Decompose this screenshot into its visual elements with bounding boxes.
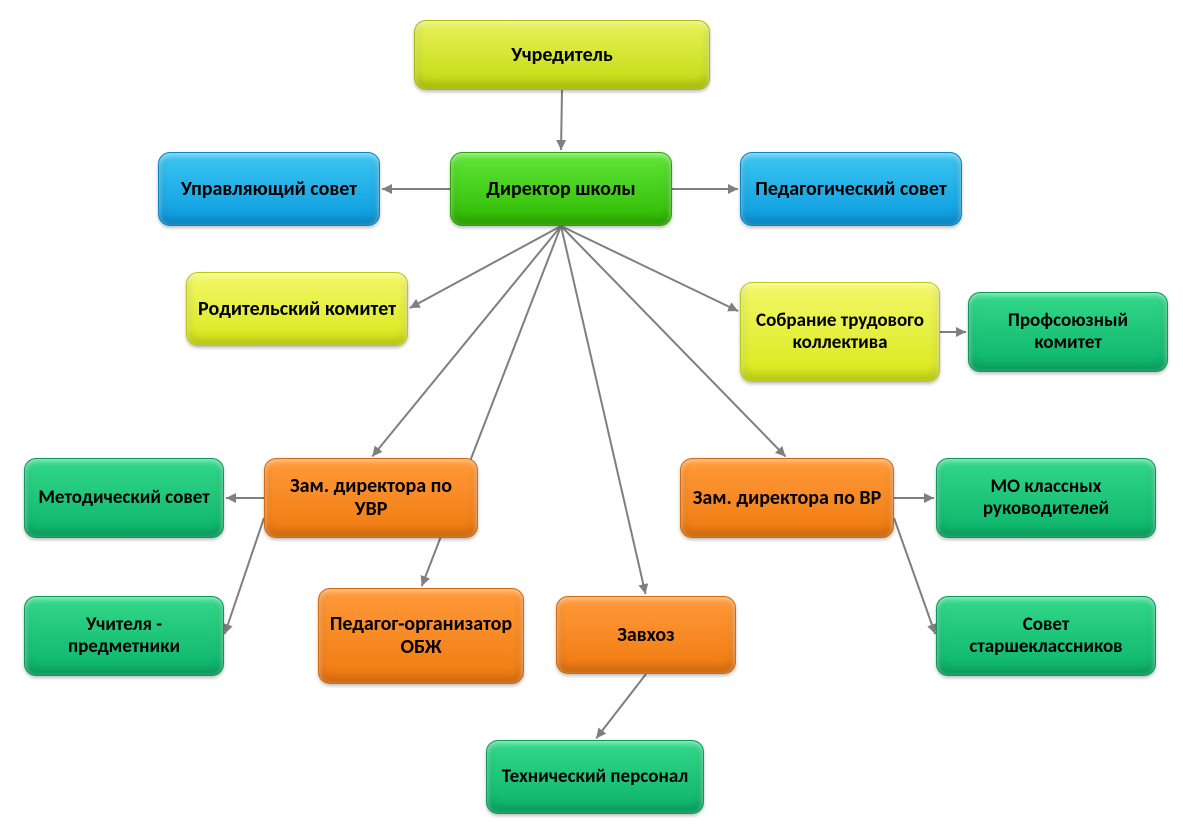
- node-gov_council: Управляющий совет: [158, 152, 380, 226]
- node-method_council: Методический совет: [24, 458, 224, 538]
- node-director: Директор школы: [450, 152, 672, 226]
- node-zam_uvr: Зам. директора по УВР: [264, 458, 478, 538]
- edges-layer: [0, 0, 1183, 836]
- node-zam_vr: Зам. директора по ВР: [680, 458, 894, 538]
- node-labor_assembly: Собрание трудового коллектива: [740, 282, 940, 382]
- node-parent_comm: Родительский комитет: [186, 272, 408, 346]
- edge-founder-to-director: [561, 90, 562, 150]
- edge-director-to-zavhoz: [561, 226, 646, 594]
- node-teachers: Учителя - предметники: [24, 596, 224, 676]
- node-ped_org_obzh: Педагог-организатор ОБЖ: [318, 588, 524, 684]
- edge-director-to-labor_assembly: [561, 226, 738, 311]
- node-ped_council: Педагогический совет: [740, 152, 962, 226]
- node-senior_council: Совет старшеклассников: [936, 596, 1156, 676]
- edge-zam_uvr-to-teachers: [225, 518, 264, 634]
- node-zavhoz: Завхоз: [556, 596, 736, 674]
- node-founder: Учредитель: [414, 20, 710, 90]
- edge-director-to-parent_comm: [410, 226, 561, 308]
- edge-zavhoz-to-tech_staff: [596, 674, 646, 738]
- node-tech_staff: Технический персонал: [486, 740, 704, 814]
- node-mo_klass: МО классных руководителей: [936, 458, 1156, 538]
- edge-zam_vr-to-senior_council: [894, 518, 935, 634]
- node-union_comm: Профсоюзный комитет: [968, 292, 1168, 372]
- org-chart-canvas: Учредитель Директор школы Управляющий сове…: [0, 0, 1183, 836]
